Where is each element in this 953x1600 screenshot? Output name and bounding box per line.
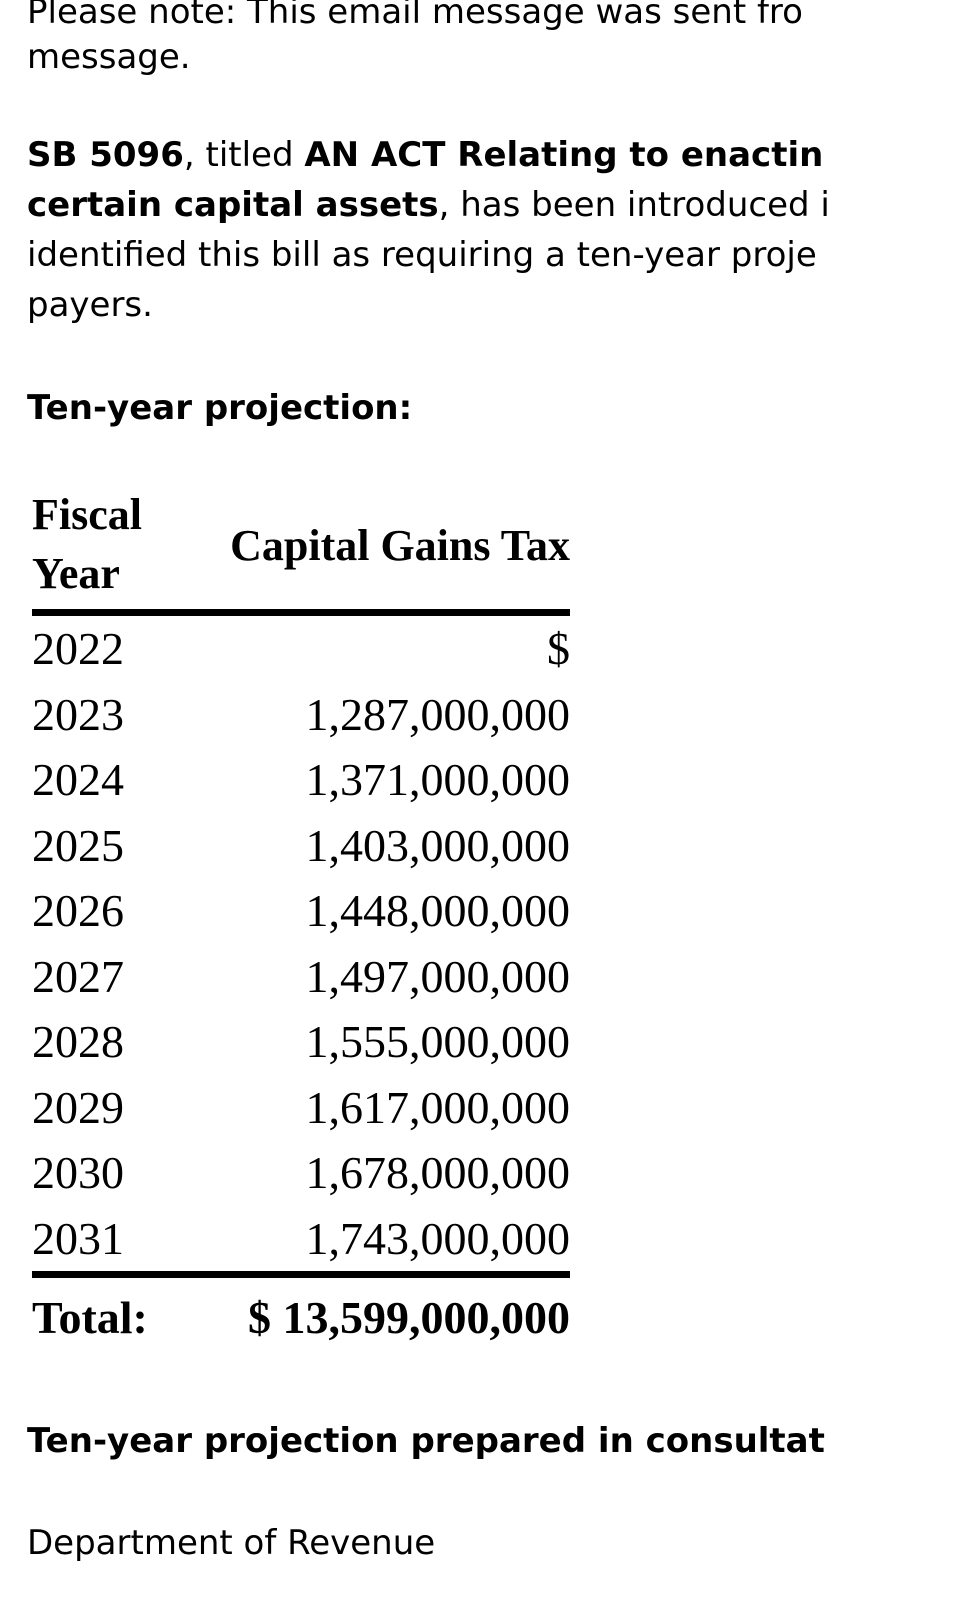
notice: Please note: This email message was sent… — [27, 0, 953, 80]
year-cell: 2023 — [32, 688, 124, 740]
text: , titled — [183, 135, 305, 175]
intro-line: SB 5096, titled AN ACT Relating to enact… — [27, 130, 953, 180]
year-cell: 2030 — [32, 1147, 124, 1198]
header-rule — [32, 609, 570, 616]
amount-cell: 1,497,000,000 — [305, 950, 571, 1002]
year-cell: 2025 — [32, 819, 124, 871]
amount-cell: 1,403,000,000 — [305, 819, 571, 871]
text: , has been introduced i — [438, 185, 830, 225]
year-cell: 2026 — [32, 885, 124, 936]
bold-text: certain capital assets — [27, 185, 439, 225]
amount-cell: 1,743,000,000 — [305, 1212, 571, 1264]
year-cell: 2028 — [32, 1016, 124, 1067]
table-row: 2024 1,371,000,000 — [32, 747, 570, 813]
projection-table: Fiscal Year Capital Gains Tax 2022 $2023 1… — [32, 485, 570, 1358]
year-cell: 2031 — [32, 1212, 124, 1264]
total-rule — [32, 1271, 570, 1278]
bold-text: AN ACT Relating to enactin — [304, 135, 824, 175]
amount-cell: 1,371,000,000 — [305, 754, 571, 805]
table-row: 2026 1,448,000,000 — [32, 878, 570, 944]
text: identified this bill as requiring a ten-… — [27, 235, 817, 275]
amount-cell: 1,555,000,000 — [305, 1016, 571, 1067]
intro-line: identified this bill as requiring a ten-… — [27, 230, 953, 280]
total-label: Total: — [32, 1292, 148, 1343]
table-row: 2025 1,403,000,000 — [32, 813, 570, 879]
total-row: Total: $ 13,599,000,000 — [32, 1278, 570, 1358]
amount-cell: 1,287,000,000 — [305, 688, 571, 740]
notice-line: Please note: This email message was sent… — [27, 0, 803, 32]
total-value: $ 13,599,000,000 — [248, 1292, 570, 1343]
table-row: 2022 $ — [32, 616, 570, 682]
intro-line: certain capital assets, has been introdu… — [27, 180, 953, 230]
projection-heading: Ten-year projection: — [27, 388, 413, 428]
intro-line: payers. — [27, 280, 953, 330]
notice-line: message. — [27, 37, 191, 77]
header-cell: Capital Gains Tax — [230, 521, 570, 570]
table-body: 2022 $2023 1,287,000,000 2024 1,371,000,000 2… — [32, 616, 570, 1271]
table-row: 2027 1,497,000,000 — [32, 944, 570, 1010]
table-row: 2030 1,678,000,000 — [32, 1140, 570, 1206]
table-row: 2031 1,743,000,000 — [32, 1206, 570, 1272]
intro-paragraph: SB 5096, titled AN ACT Relating to enact… — [27, 130, 953, 330]
consultation-heading: Ten-year projection prepared in consulta… — [27, 1421, 825, 1461]
year-cell: 2029 — [32, 1081, 124, 1133]
year-cell: 2027 — [32, 950, 124, 1002]
year-cell: 2022 — [32, 623, 124, 674]
amount-cell: 1,448,000,000 — [305, 885, 571, 936]
text: payers. — [27, 285, 153, 325]
amount-cell: $ — [547, 623, 570, 674]
header-cell: Fiscal Year — [32, 490, 142, 598]
amount-cell: 1,617,000,000 — [305, 1081, 571, 1133]
year-cell: 2024 — [32, 754, 124, 805]
bold-text: SB 5096 — [27, 135, 184, 175]
table-header: Fiscal Year Capital Gains Tax — [32, 485, 570, 609]
table-row: 2029 1,617,000,000 — [32, 1075, 570, 1141]
amount-cell: 1,678,000,000 — [305, 1147, 571, 1198]
table-row: 2023 1,287,000,000 — [32, 682, 570, 748]
table-row: 2028 1,555,000,000 — [32, 1009, 570, 1075]
signature: Department of Revenue — [27, 1523, 436, 1563]
